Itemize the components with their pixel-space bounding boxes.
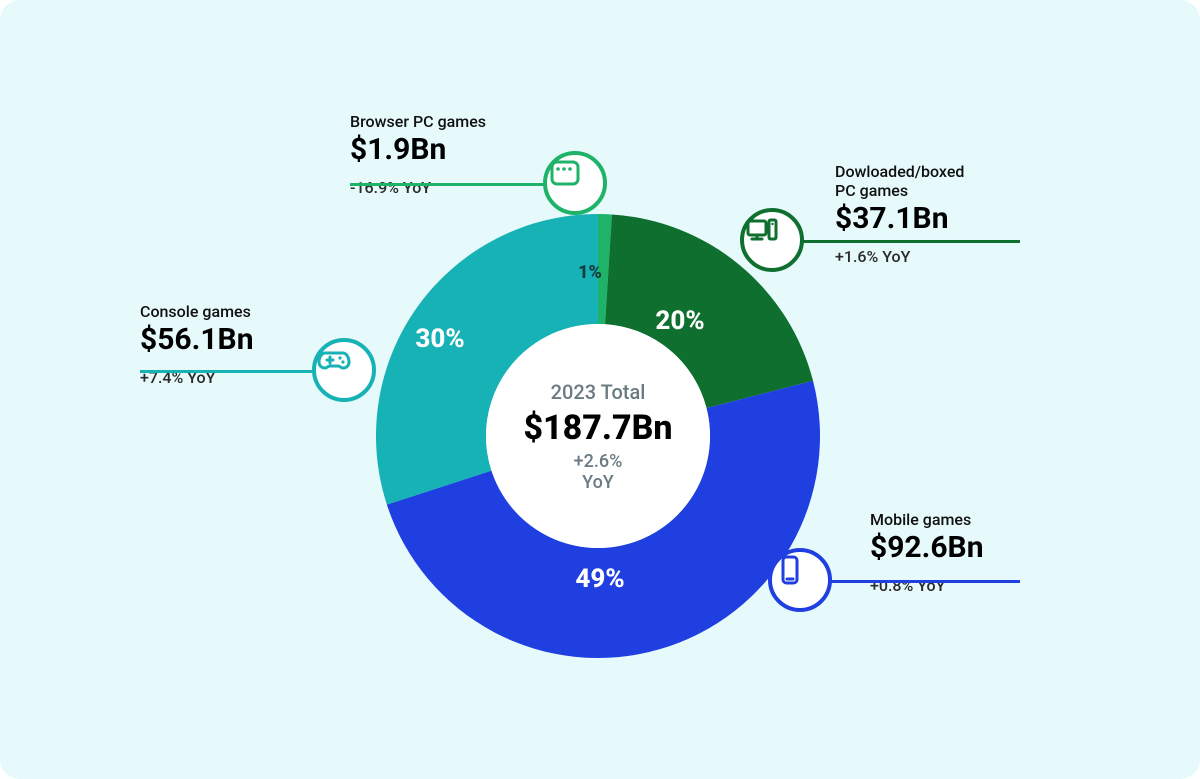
callout-browser-label: Browser PC games: [350, 112, 486, 131]
browser-icon: [543, 151, 607, 215]
callout-pc: Dowloaded/boxed PC games $37.1Bn +1.6% Y…: [835, 162, 964, 266]
callout-console: Console games $56.1Bn +7.4% YoY: [140, 302, 254, 387]
gamepad-icon: [312, 338, 376, 402]
callout-pc-yoy: +1.6% YoY: [835, 247, 964, 266]
callout-pc-value: $37.1Bn: [835, 202, 964, 235]
callout-pc-rule: [772, 240, 1020, 243]
callout-mobile-value: $92.6Bn: [870, 531, 984, 564]
callout-mobile-yoy: +0.8% YoY: [870, 576, 984, 595]
callout-console-label: Console games: [140, 302, 254, 321]
slice-percent-mobile: 49%: [575, 564, 624, 594]
slice-percent-pc: 20%: [655, 306, 704, 336]
callout-mobile-label: Mobile games: [870, 510, 984, 529]
center-total-value: $187.7Bn: [488, 408, 708, 448]
callout-console-value: $56.1Bn: [140, 323, 254, 356]
center-total-yoy: +2.6%YoY: [488, 452, 708, 493]
callout-pc-label-line1: Dowloaded/boxed: [835, 162, 964, 181]
callout-browser-rule: [350, 183, 575, 186]
smartphone-icon: [768, 548, 832, 612]
callout-browser-yoy: -16.9% YoY: [350, 178, 486, 197]
pc-icon: [740, 208, 804, 272]
callout-pc-label-line2: PC games: [835, 181, 964, 200]
slice-percent-browser: 1%: [578, 262, 602, 283]
callout-mobile-rule: [800, 580, 1020, 583]
slice-percent-console: 30%: [415, 324, 464, 354]
center-total-label: 2023 Total: [488, 380, 708, 404]
callout-browser-value: $1.9Bn: [350, 133, 486, 166]
center-total-block: 2023 Total $187.7Bn +2.6%YoY: [488, 380, 708, 493]
